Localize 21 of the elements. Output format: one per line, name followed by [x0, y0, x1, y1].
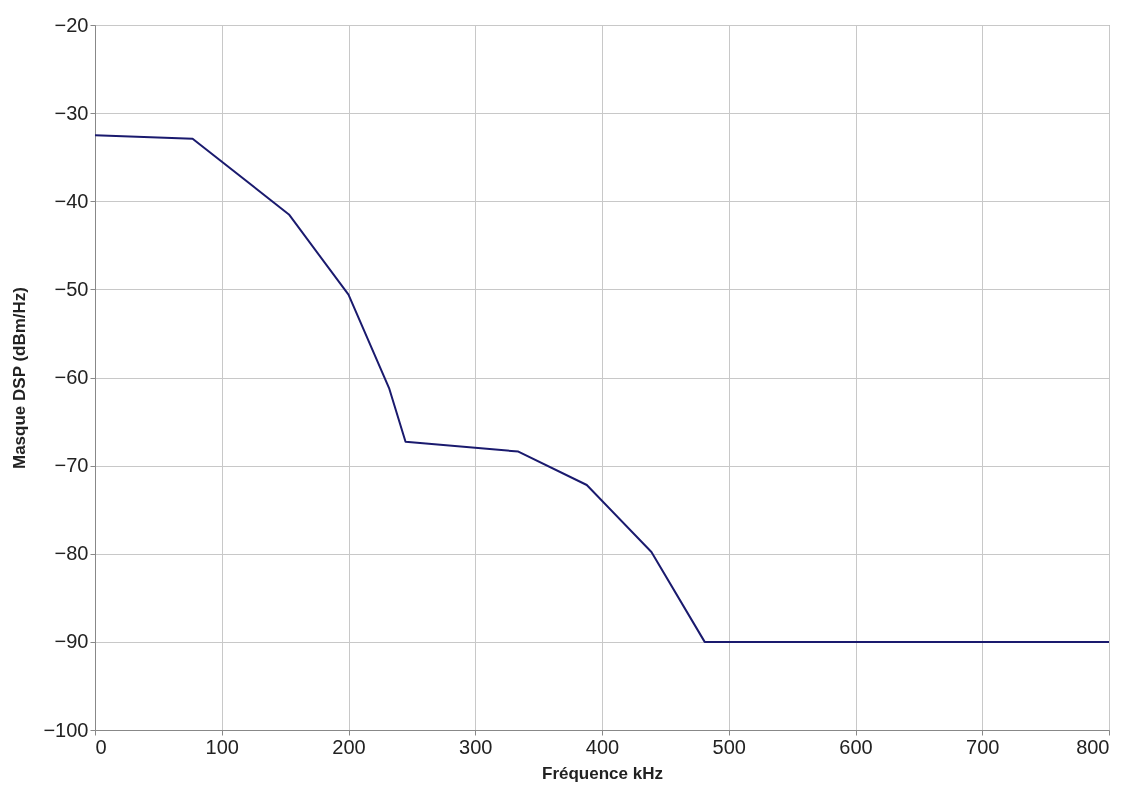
x-tick-label: 0: [95, 735, 107, 758]
y-tick-label: −70: [54, 454, 89, 477]
x-tick-label: 200: [332, 735, 366, 758]
x-tick-label: 800: [1076, 735, 1110, 758]
y-tick-label: −40: [54, 189, 89, 212]
y-tick-label: −20: [54, 13, 89, 36]
y-tick-label: −90: [54, 630, 89, 653]
x-tick-label: 600: [839, 735, 873, 758]
x-tick-label: 400: [585, 735, 620, 758]
x-tick-label: 100: [205, 735, 239, 758]
y-tick-label: −100: [43, 718, 89, 741]
y-tick-label: −80: [54, 542, 89, 565]
x-axis-title: Fréquence kHz: [542, 763, 663, 783]
x-tick-label: 500: [712, 735, 746, 758]
line-series: [94, 134, 1110, 643]
y-tick-label: −50: [54, 277, 89, 300]
y-axis-title: Masque DSP (dBm/Hz): [10, 287, 30, 469]
y-tick-label: −60: [54, 366, 89, 388]
x-tick-label: 300: [459, 735, 493, 758]
y-tick-label: −30: [54, 101, 89, 124]
x-tick-label: 700: [966, 735, 1000, 758]
